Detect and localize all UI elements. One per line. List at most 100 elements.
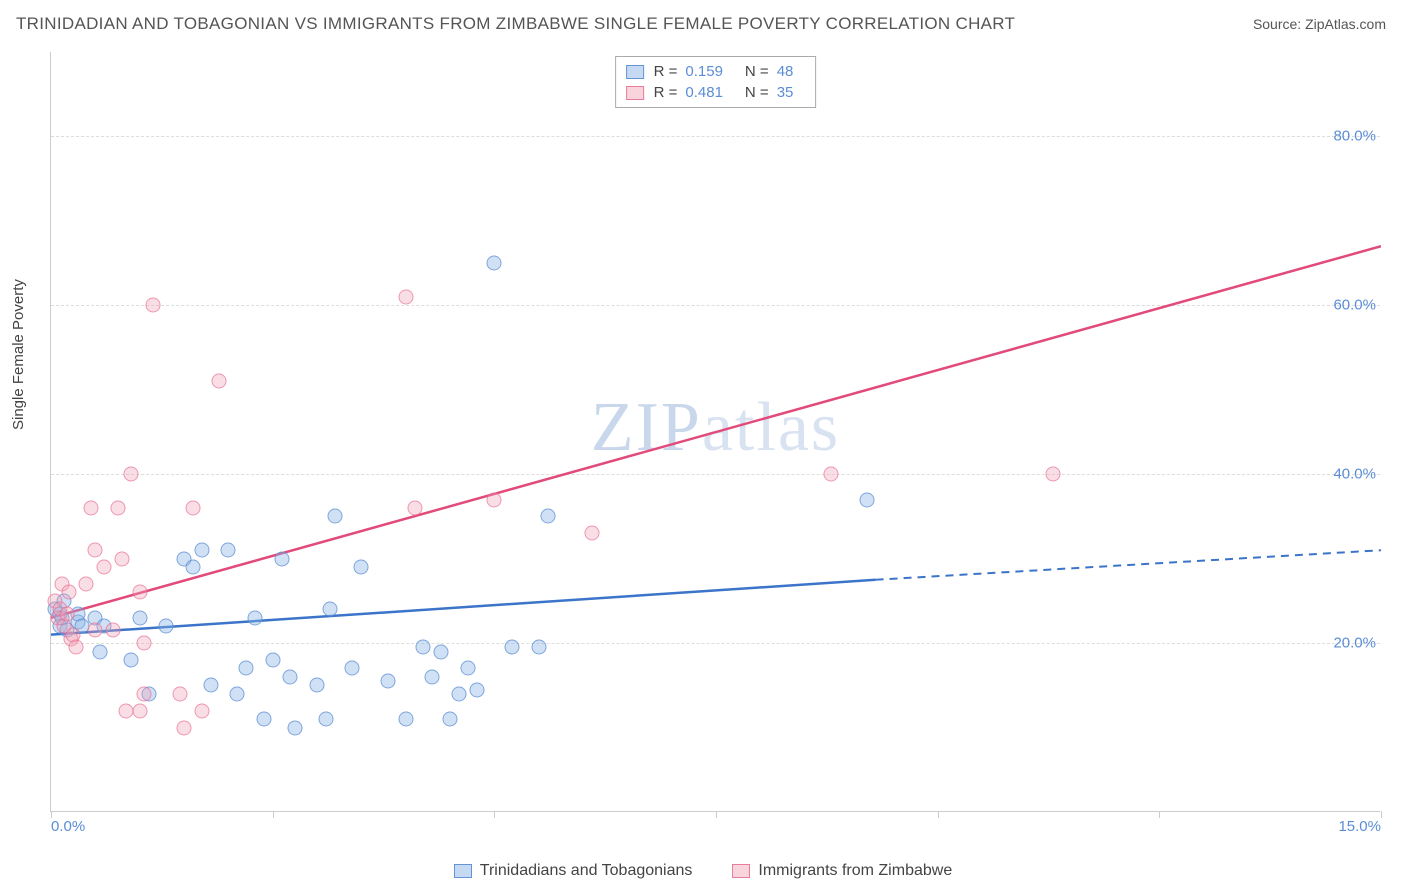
data-point	[61, 585, 76, 600]
legend-label: Trinidadians and Tobagonians	[480, 862, 693, 880]
legend-label: Immigrants from Zimbabwe	[758, 862, 952, 880]
swatch-pink	[732, 864, 750, 878]
data-point	[310, 678, 325, 693]
data-point	[451, 686, 466, 701]
chart-title: TRINIDADIAN AND TOBAGONIAN VS IMMIGRANTS…	[16, 14, 1015, 34]
data-point	[443, 712, 458, 727]
data-point	[230, 686, 245, 701]
data-point	[83, 501, 98, 516]
data-point	[177, 720, 192, 735]
data-point	[398, 289, 413, 304]
data-point	[1045, 467, 1060, 482]
data-point	[487, 492, 502, 507]
legend-item-pink: Immigrants from Zimbabwe	[732, 862, 952, 880]
swatch-blue	[454, 864, 472, 878]
data-point	[318, 712, 333, 727]
data-point	[132, 610, 147, 625]
data-point	[239, 661, 254, 676]
data-point	[824, 467, 839, 482]
x-tick-mark	[1159, 811, 1160, 818]
y-tick-label: 20.0%	[1333, 635, 1376, 652]
x-tick-mark	[1381, 811, 1382, 818]
legend-stats: R =0.159 N =48 R =0.481 N =35	[615, 56, 817, 108]
y-tick-label: 40.0%	[1333, 466, 1376, 483]
data-point	[159, 619, 174, 634]
data-point	[434, 644, 449, 659]
data-point	[256, 712, 271, 727]
data-point	[59, 606, 74, 621]
data-point	[194, 703, 209, 718]
data-point	[265, 653, 280, 668]
data-point	[354, 560, 369, 575]
legend-row-blue: R =0.159 N =48	[626, 61, 806, 82]
data-point	[172, 686, 187, 701]
trendlines	[51, 52, 1381, 812]
data-point	[425, 669, 440, 684]
data-point	[68, 640, 83, 655]
data-point	[505, 640, 520, 655]
gridline	[51, 305, 1380, 306]
data-point	[380, 674, 395, 689]
data-point	[97, 560, 112, 575]
data-point	[345, 661, 360, 676]
data-point	[185, 560, 200, 575]
data-point	[194, 543, 209, 558]
data-point	[114, 551, 129, 566]
data-point	[287, 720, 302, 735]
swatch-blue	[626, 65, 644, 79]
legend-row-pink: R =0.481 N =35	[626, 82, 806, 103]
data-point	[137, 636, 152, 651]
data-point	[106, 623, 121, 638]
data-point	[283, 669, 298, 684]
source-label: Source: ZipAtlas.com	[1253, 16, 1386, 32]
data-point	[416, 640, 431, 655]
y-tick-label: 60.0%	[1333, 297, 1376, 314]
data-point	[137, 686, 152, 701]
x-tick-mark	[494, 811, 495, 818]
data-point	[145, 298, 160, 313]
data-point	[110, 501, 125, 516]
data-point	[540, 509, 555, 524]
data-point	[407, 501, 422, 516]
watermark: ZIPatlas	[591, 388, 840, 468]
x-tick-label: 0.0%	[51, 818, 85, 835]
x-tick-label: 15.0%	[1338, 818, 1381, 835]
data-point	[132, 703, 147, 718]
data-point	[274, 551, 289, 566]
data-point	[487, 256, 502, 271]
data-point	[123, 653, 138, 668]
gridline	[51, 643, 1380, 644]
plot-region: ZIPatlas R =0.159 N =48 R =0.481 N =35 2…	[50, 52, 1380, 812]
data-point	[88, 623, 103, 638]
swatch-pink	[626, 86, 644, 100]
data-point	[185, 501, 200, 516]
data-point	[132, 585, 147, 600]
data-point	[92, 644, 107, 659]
data-point	[327, 509, 342, 524]
gridline	[51, 474, 1380, 475]
data-point	[221, 543, 236, 558]
data-point	[398, 712, 413, 727]
data-point	[460, 661, 475, 676]
chart-area: ZIPatlas R =0.159 N =48 R =0.481 N =35 2…	[50, 52, 1380, 812]
y-axis-label: Single Female Poverty	[10, 279, 27, 430]
legend-item-blue: Trinidadians and Tobagonians	[454, 862, 693, 880]
data-point	[79, 577, 94, 592]
data-point	[469, 682, 484, 697]
y-tick-label: 80.0%	[1333, 128, 1376, 145]
data-point	[123, 467, 138, 482]
data-point	[584, 526, 599, 541]
data-point	[859, 492, 874, 507]
x-tick-mark	[716, 811, 717, 818]
gridline	[51, 136, 1380, 137]
x-tick-mark	[273, 811, 274, 818]
data-point	[531, 640, 546, 655]
legend-series: Trinidadians and Tobagonians Immigrants …	[0, 862, 1406, 880]
data-point	[88, 543, 103, 558]
data-point	[247, 610, 262, 625]
x-tick-mark	[51, 811, 52, 818]
data-point	[212, 374, 227, 389]
x-tick-mark	[938, 811, 939, 818]
data-point	[203, 678, 218, 693]
data-point	[323, 602, 338, 617]
